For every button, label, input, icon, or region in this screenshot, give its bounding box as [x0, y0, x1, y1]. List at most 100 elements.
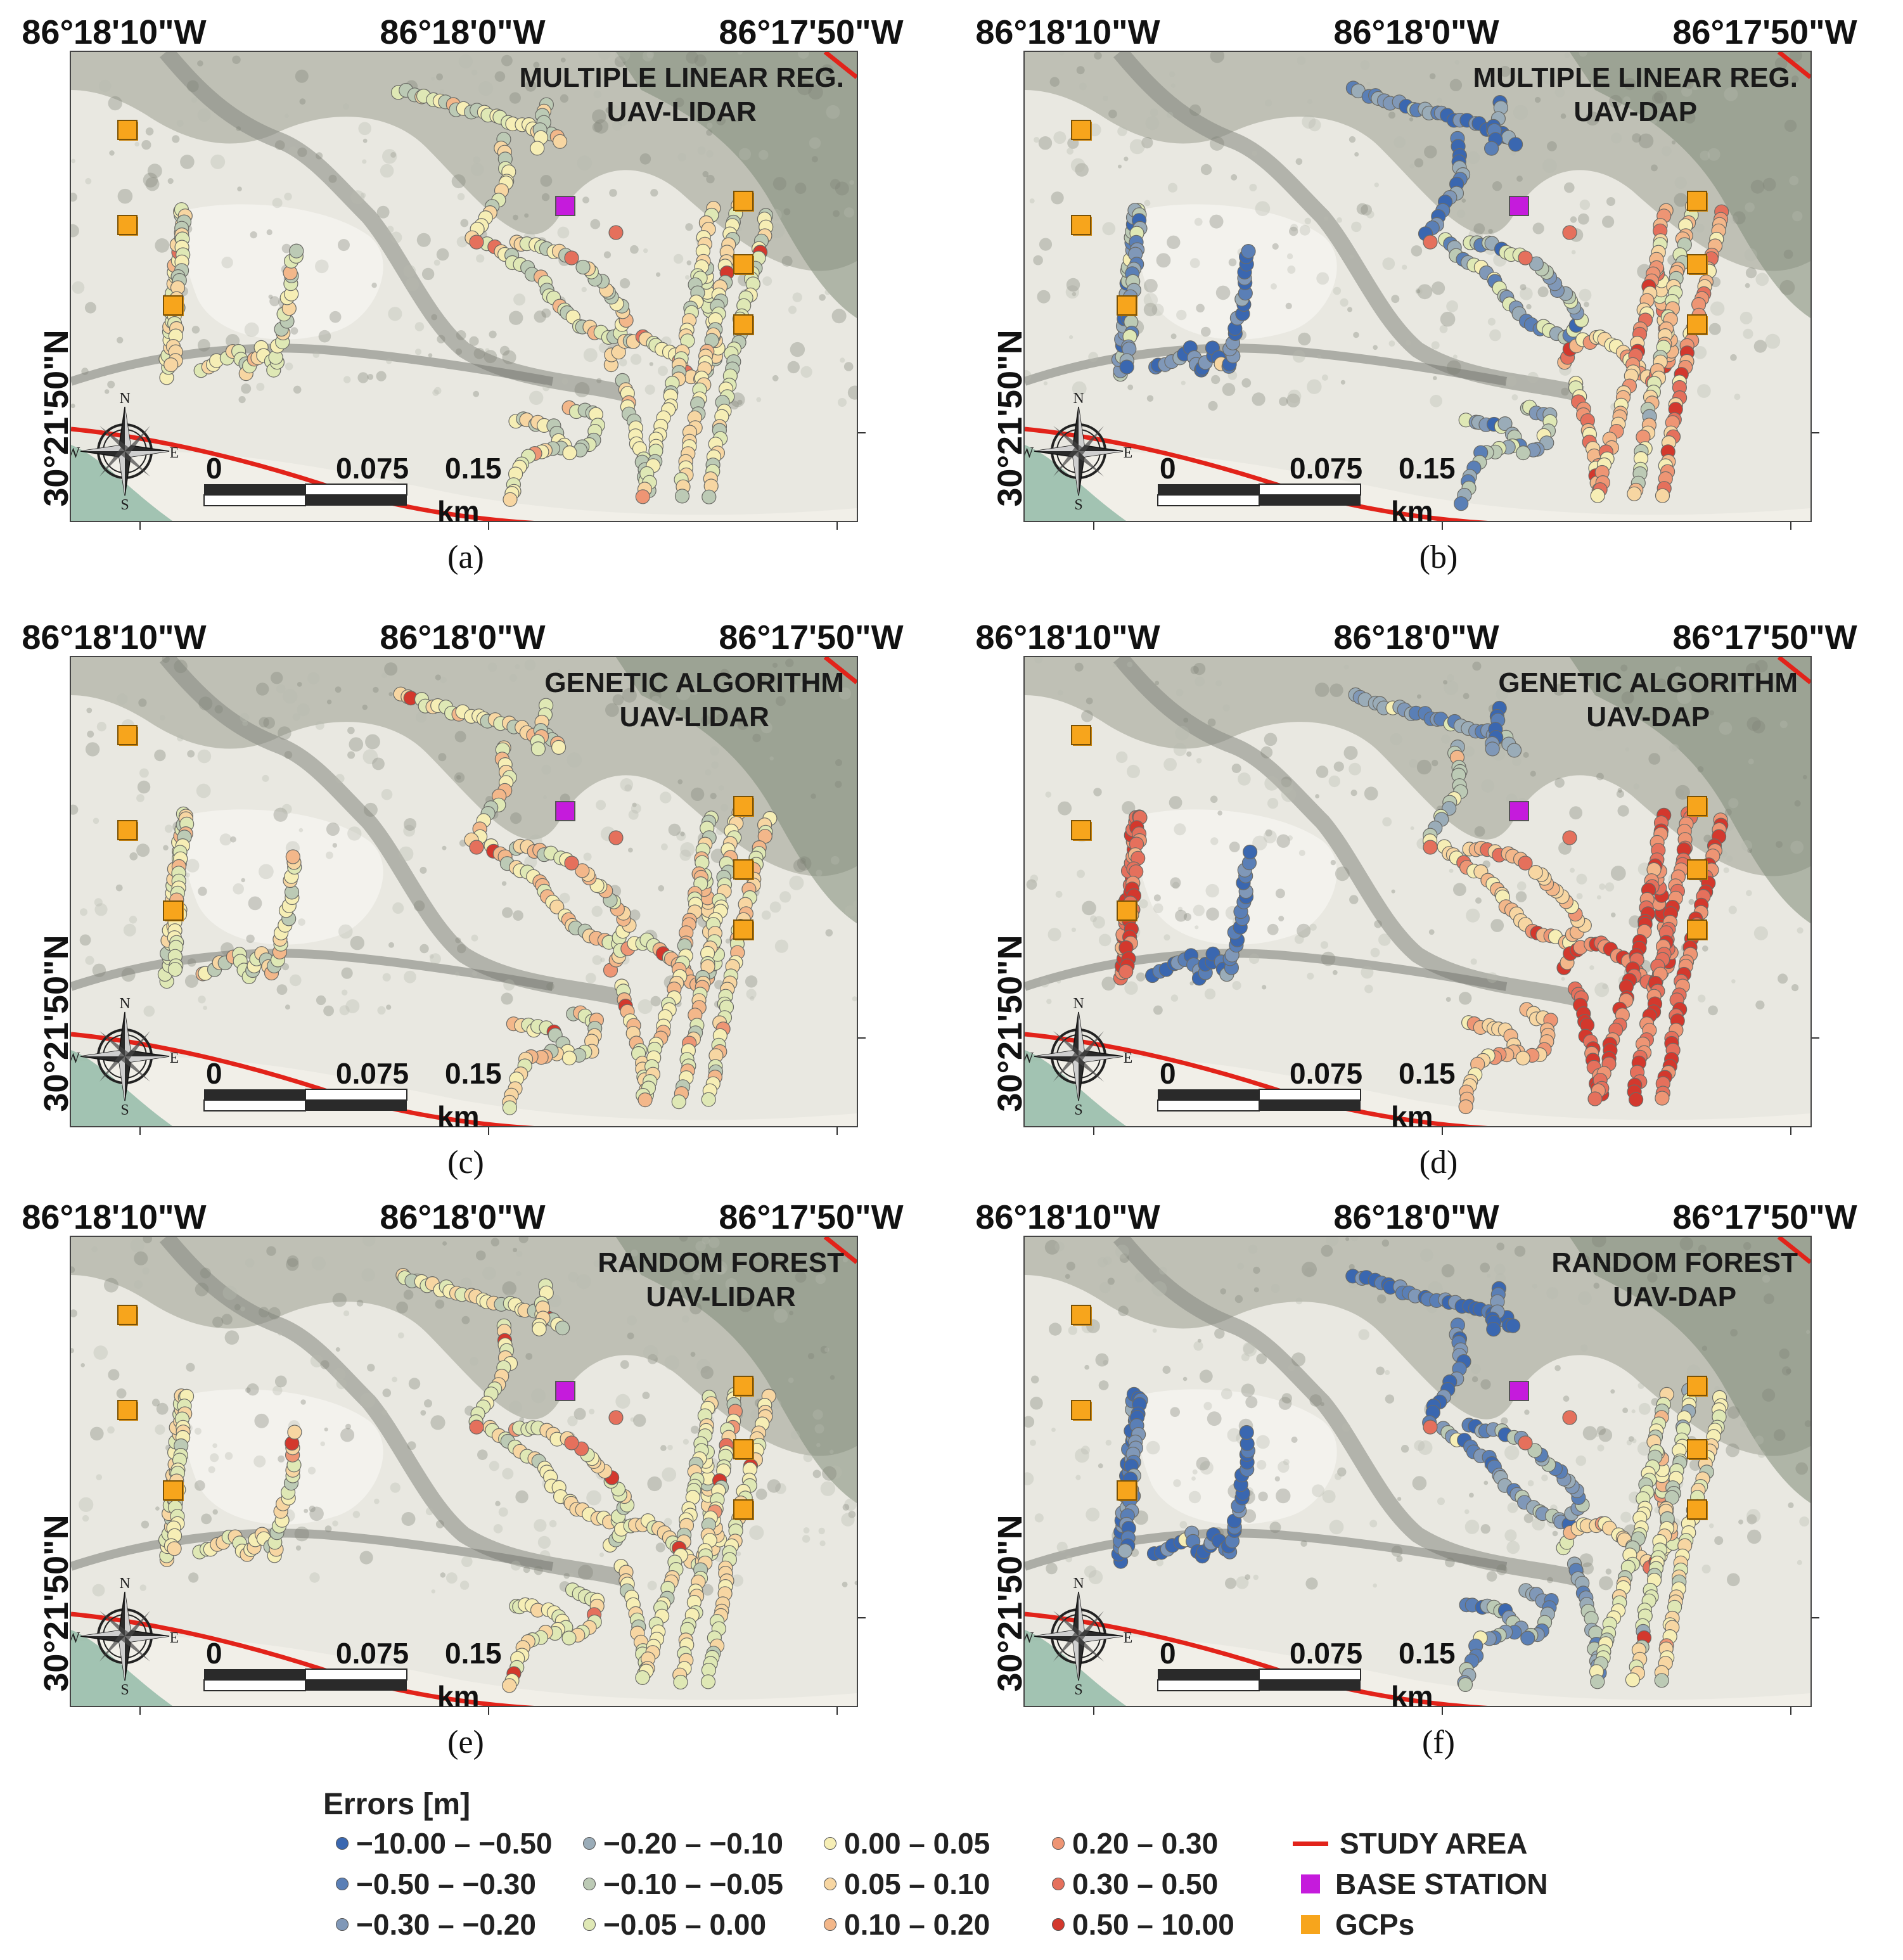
- texture-speck: [1156, 1559, 1163, 1566]
- texture-speck: [1286, 253, 1293, 260]
- subfigure-label: (a): [447, 539, 484, 575]
- texture-speck: [143, 172, 158, 188]
- texture-speck: [341, 967, 353, 979]
- texture-speck: [335, 1347, 340, 1352]
- texture-speck: [1471, 1376, 1478, 1383]
- texture-speck: [1086, 1508, 1100, 1521]
- texture-speck: [1309, 1394, 1322, 1407]
- error-point: [1423, 840, 1438, 855]
- texture-speck: [1281, 787, 1297, 802]
- texture-speck: [795, 183, 807, 195]
- texture-speck: [259, 717, 269, 727]
- texture-speck: [630, 354, 642, 365]
- texture-speck: [714, 1260, 727, 1275]
- texture-speck: [673, 253, 684, 264]
- texture-speck: [454, 731, 466, 743]
- texture-speck: [1349, 1264, 1355, 1270]
- texture-speck: [141, 140, 151, 150]
- compass-n-label: N: [1073, 390, 1084, 407]
- texture-speck: [1248, 1245, 1258, 1254]
- texture-speck: [237, 186, 242, 191]
- texture-speck: [1189, 981, 1194, 985]
- texture-speck: [1169, 796, 1182, 809]
- texture-speck: [137, 780, 151, 794]
- texture-speck: [85, 956, 94, 965]
- channel-south: [71, 949, 554, 991]
- gcp-marker: [1117, 1480, 1137, 1501]
- texture-speck: [1253, 1574, 1259, 1580]
- texture-speck: [1195, 925, 1199, 930]
- texture-speck: [1307, 972, 1314, 980]
- texture-speck: [136, 794, 144, 802]
- texture-speck: [1039, 238, 1053, 251]
- texture-speck: [814, 1424, 824, 1434]
- texture-speck: [1210, 136, 1224, 151]
- texture-speck: [390, 151, 397, 158]
- legend-symbol: [1301, 1915, 1320, 1934]
- texture-speck: [1170, 83, 1176, 88]
- texture-speck: [1309, 923, 1317, 931]
- texture-speck: [1252, 150, 1257, 157]
- texture-speck: [134, 1280, 143, 1290]
- texture-speck: [256, 383, 265, 391]
- texture-speck: [1487, 317, 1496, 326]
- texture-speck: [705, 769, 712, 776]
- texture-speck: [1621, 691, 1634, 705]
- texture-speck: [356, 1300, 364, 1307]
- texture-speck: [1475, 897, 1482, 904]
- legend-swatch: [583, 1837, 596, 1850]
- texture-speck: [1048, 928, 1061, 942]
- texture-speck: [361, 193, 366, 198]
- water-area: [71, 445, 172, 521]
- texture-speck: [1593, 1283, 1600, 1289]
- texture-speck: [186, 1362, 195, 1372]
- texture-speck: [278, 1455, 285, 1463]
- error-point: [469, 234, 484, 250]
- texture-speck: [1040, 978, 1049, 988]
- texture-speck: [1714, 1386, 1720, 1392]
- legend-label: 0.30 – 0.50: [1072, 1867, 1219, 1900]
- texture-speck: [1086, 697, 1093, 705]
- texture-speck: [1526, 304, 1532, 310]
- texture-speck: [242, 721, 248, 726]
- texture-speck: [718, 77, 724, 82]
- texture-speck: [1582, 1426, 1598, 1440]
- texture-speck: [1596, 1426, 1606, 1435]
- texture-speck: [534, 311, 546, 323]
- texture-speck: [790, 684, 797, 691]
- compass-w-label: W: [1025, 1050, 1034, 1066]
- texture-speck: [1025, 1472, 1034, 1485]
- legend-label: STUDY AREA: [1340, 1827, 1528, 1860]
- texture-speck: [501, 992, 513, 1005]
- texture-speck: [643, 248, 648, 253]
- texture-speck: [1745, 678, 1757, 689]
- texture-speck: [1730, 1329, 1738, 1337]
- texture-speck: [842, 1504, 850, 1511]
- texture-speck: [769, 756, 774, 760]
- map-panel-f: 86°18'10"W 86°18'0"W 86°17'50"W 30°21'50"N N…: [973, 1185, 1898, 1793]
- texture-speck: [473, 347, 485, 359]
- texture-speck: [737, 399, 743, 405]
- texture-speck: [1605, 882, 1615, 892]
- texture-speck: [484, 350, 497, 364]
- texture-speck: [1743, 1242, 1752, 1250]
- texture-speck: [386, 1004, 392, 1010]
- error-point: [1243, 844, 1258, 860]
- texture-speck: [1444, 680, 1459, 695]
- texture-speck: [1617, 788, 1622, 793]
- lon-tick: [1442, 1705, 1443, 1715]
- texture-speck: [768, 674, 777, 683]
- legend-symbol: [1293, 1841, 1328, 1846]
- texture-speck: [1151, 1281, 1167, 1297]
- texture-speck: [697, 146, 706, 155]
- texture-speck: [620, 278, 631, 289]
- texture-speck: [396, 1301, 408, 1314]
- scale-seg-1: [1158, 1669, 1259, 1680]
- texture-speck: [307, 1466, 316, 1475]
- texture-speck: [433, 259, 440, 266]
- texture-speck: [1609, 94, 1622, 108]
- legend-error-class: −0.20 – −0.10: [583, 1826, 783, 1861]
- vegetation-area: [1025, 657, 1810, 876]
- texture-speck: [350, 935, 364, 951]
- legend-swatch: [824, 1918, 836, 1931]
